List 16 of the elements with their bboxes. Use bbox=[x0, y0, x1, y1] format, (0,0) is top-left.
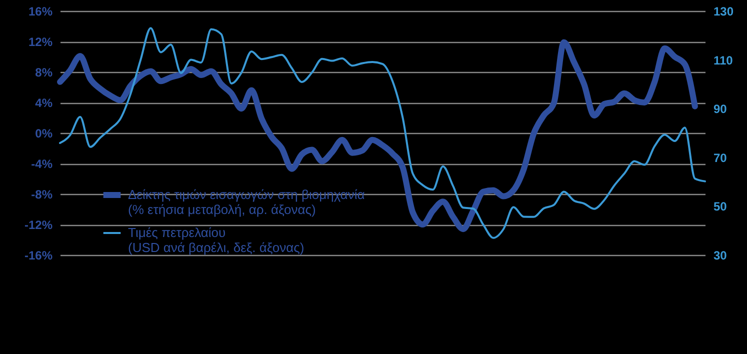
y-tick-label: 4% bbox=[35, 96, 53, 110]
y2-tick-label: 130 bbox=[714, 4, 734, 18]
y2-tick-label: 70 bbox=[714, 150, 728, 165]
y-tick-label: 16% bbox=[28, 4, 53, 18]
y-tick-label: -8% bbox=[31, 188, 53, 202]
y-tick-label: -4% bbox=[31, 157, 53, 171]
y2-tick-label: 90 bbox=[714, 102, 728, 116]
y2-tick-label: 30 bbox=[714, 248, 728, 262]
legend-label: Τιμές πετρελαίου (USD ανά βαρέλι, δεξ. άξονας) bbox=[128, 225, 304, 255]
y-tick-label: 8% bbox=[35, 66, 53, 80]
y-tick-label: -16% bbox=[24, 248, 53, 262]
y-tick-label: -12% bbox=[24, 218, 53, 232]
y-tick-label: 12% bbox=[28, 35, 53, 49]
y-tick-label: 0% bbox=[35, 126, 53, 140]
y2-tick-label: 50 bbox=[714, 200, 728, 214]
y2-tick-label: 110 bbox=[714, 53, 734, 68]
